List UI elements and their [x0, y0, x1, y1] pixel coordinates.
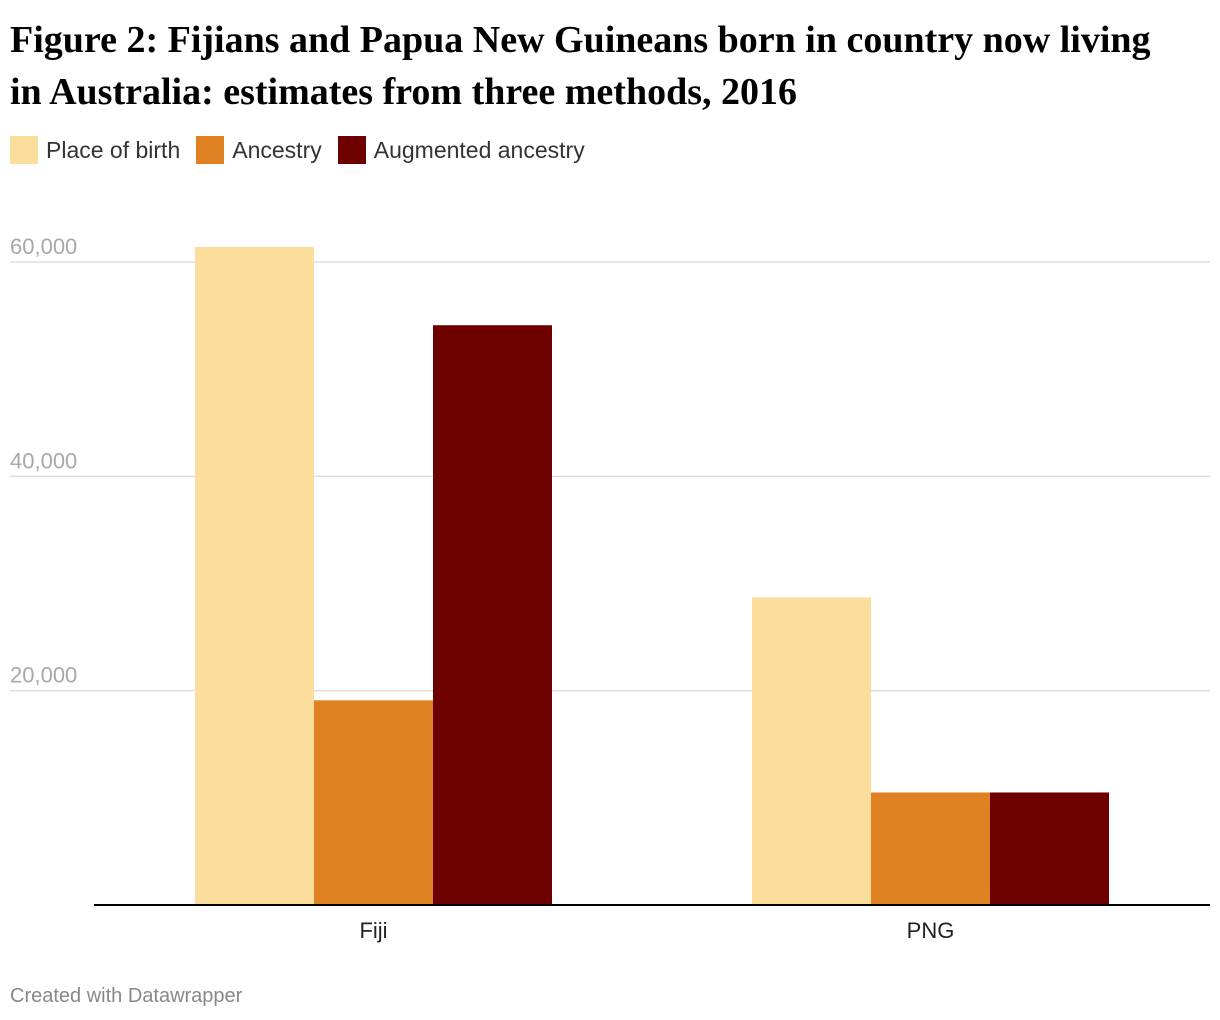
- y-tick-label: 40,000: [10, 448, 77, 473]
- legend-item-place-of-birth: Place of birth: [10, 136, 180, 164]
- x-tick-label: Fiji: [359, 918, 387, 943]
- bar-fiji-ancestry: [314, 700, 433, 905]
- chart-title: Figure 2: Fijians and Papua New Guineans…: [10, 19, 1151, 113]
- bar-fiji-place-of-birth: [195, 246, 314, 905]
- legend-label-place-of-birth: Place of birth: [46, 137, 181, 163]
- legend-label-ancestry: Ancestry: [232, 137, 322, 163]
- bar-fiji-augmented-ancestry: [433, 325, 552, 905]
- bar-png-place-of-birth: [752, 597, 871, 905]
- legend: Place of birth Ancestry Augmented ancest…: [10, 136, 601, 164]
- legend-item-ancestry: Ancestry: [196, 136, 322, 164]
- legend-item-augmented-ancestry: Augmented ancestry: [337, 136, 585, 164]
- legend-label-augmented-ancestry: Augmented ancestry: [373, 137, 585, 163]
- legend-swatch-place-of-birth: [10, 136, 38, 164]
- y-tick-label: 60,000: [10, 234, 77, 259]
- bar-png-augmented-ancestry: [990, 792, 1109, 905]
- y-tick-label: 20,000: [10, 663, 77, 688]
- legend-swatch-ancestry: [196, 136, 225, 164]
- footer-credit: Created with Datawrapper: [10, 985, 243, 1007]
- legend-swatch-augmented-ancestry: [337, 136, 366, 164]
- bar-png-ancestry: [871, 792, 990, 905]
- x-tick-label: PNG: [907, 918, 955, 943]
